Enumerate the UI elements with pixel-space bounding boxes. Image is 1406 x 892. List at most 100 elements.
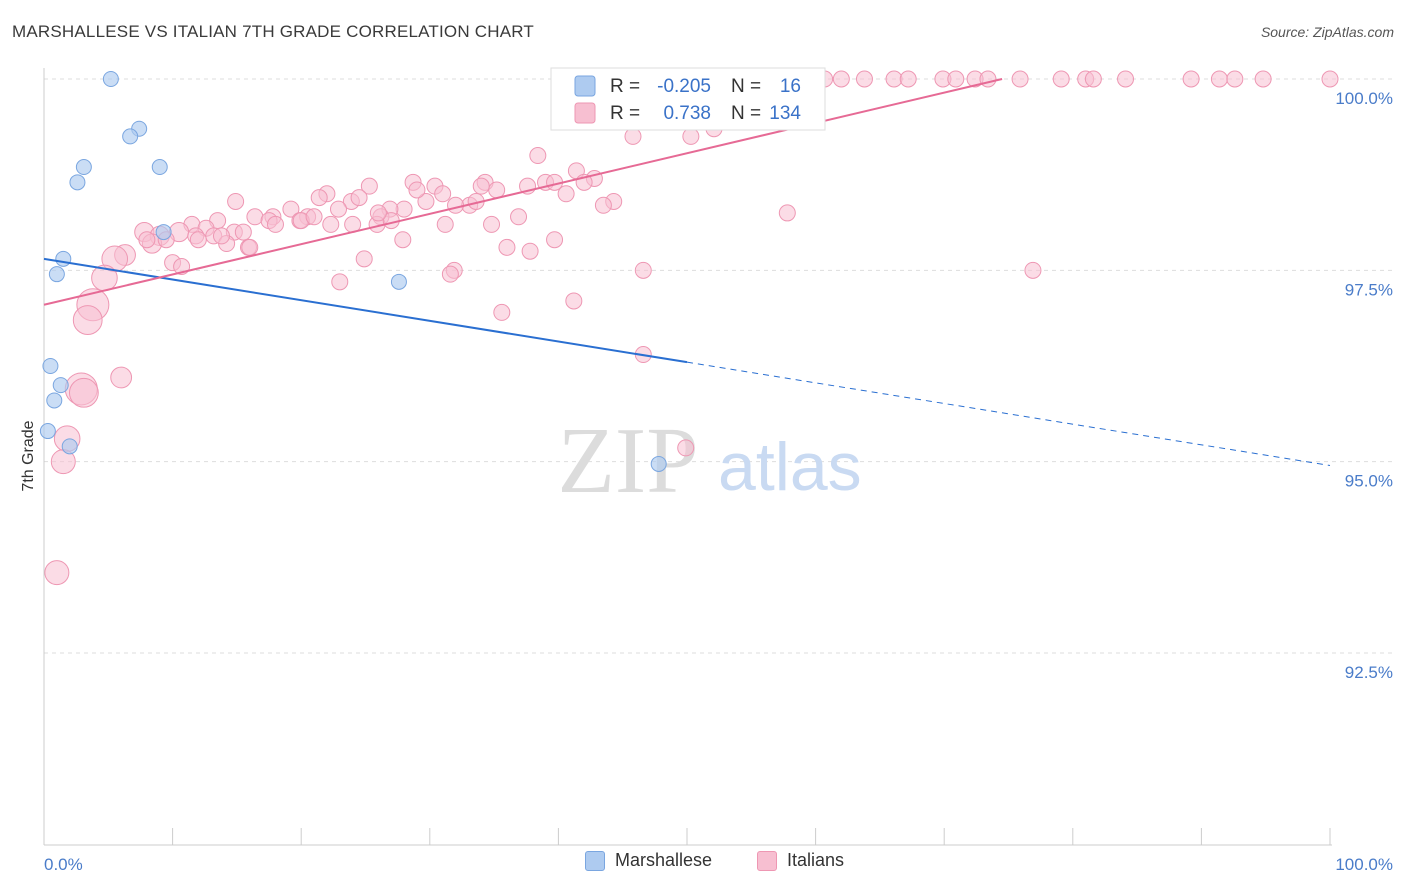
italians-point — [72, 305, 103, 335]
italians-point — [1117, 70, 1135, 88]
italians-point — [441, 265, 459, 283]
italians-point — [885, 70, 903, 88]
stats-legend: R = -0.205 N = 16 R = 0.738 N = 134 — [550, 67, 826, 131]
italians-point — [1182, 70, 1200, 88]
legend-r-label-1: R = — [610, 76, 640, 97]
legend-item-marshallese[interactable]: Marshallese — [585, 850, 712, 871]
marshallese-point — [48, 266, 65, 283]
source-credit: Source: ZipAtlas.com — [1260, 24, 1394, 40]
italians-point — [498, 238, 516, 256]
legend-item-italians[interactable]: Italians — [757, 850, 844, 871]
italians-point — [408, 181, 426, 199]
italians-point — [369, 204, 387, 222]
italians-point — [594, 196, 612, 214]
x-tick-label: 0.0% — [44, 855, 83, 874]
legend-swatch-italians-bottom — [757, 850, 777, 871]
legend-r-value-1: -0.205 — [657, 76, 711, 97]
y-tick-label: 95.0% — [1345, 472, 1393, 491]
italians-point — [417, 192, 435, 210]
italians-point — [138, 231, 156, 249]
legend-r-label-2: R = — [610, 103, 640, 124]
legend-n-value-1: 16 — [780, 76, 801, 97]
watermark: ZIP atlas — [558, 409, 862, 513]
italians-point — [246, 208, 264, 226]
marshallese-point — [155, 224, 172, 241]
marshallese-point — [61, 438, 78, 455]
italians-point — [488, 181, 506, 199]
y-tick-label: 92.5% — [1345, 663, 1393, 682]
italians-point — [483, 215, 501, 233]
y-tick-labels: 92.5% 95.0% 97.5% 100.0% — [1335, 89, 1393, 682]
italians-point — [447, 196, 465, 214]
axes — [43, 68, 1332, 846]
marshallese-point — [102, 71, 119, 87]
legend-swatch-marshallese — [574, 75, 596, 97]
italians-point — [436, 215, 454, 233]
marshallese-point — [650, 455, 667, 472]
x-tick-labels: 0.0% 100.0% — [44, 855, 1393, 874]
italians-point — [1210, 70, 1228, 88]
marshallese-point — [75, 159, 92, 176]
italians-point — [434, 185, 452, 203]
marshallese-point — [151, 159, 168, 176]
italians-point — [899, 70, 917, 88]
italians-point — [189, 231, 207, 249]
x-tick-label: 100.0% — [1335, 855, 1393, 874]
italians-point — [360, 177, 378, 195]
marshallese-point — [52, 377, 69, 394]
italians-point — [557, 185, 575, 203]
marshallese-point — [39, 423, 56, 440]
italians-point — [355, 250, 373, 268]
italians-point — [565, 292, 583, 310]
italians-point — [266, 215, 284, 233]
marshallese-point — [46, 392, 63, 409]
y-tick-label: 97.5% — [1345, 280, 1393, 299]
italians-point — [310, 189, 328, 207]
gridlines — [44, 78, 1395, 654]
italians-point — [624, 127, 642, 145]
italians-point — [546, 231, 564, 249]
italians-point — [241, 238, 259, 256]
marshallese-points — [39, 71, 667, 472]
italians-point — [1254, 70, 1272, 88]
italians-point — [1052, 70, 1070, 88]
italians-point — [322, 215, 340, 233]
italians-point — [1024, 261, 1042, 279]
marshallese-trend-line — [43, 257, 688, 364]
marshallese-point — [55, 250, 72, 267]
y-axis-title: 7th Grade — [20, 420, 37, 491]
italians-point — [832, 70, 850, 88]
chart-title: MARSHALLESE VS ITALIAN 7TH GRADE CORRELA… — [12, 22, 535, 41]
italians-point — [855, 70, 873, 88]
italians-trend-line — [43, 78, 1003, 306]
marshallese-point — [42, 358, 59, 374]
italians-point — [329, 200, 347, 218]
italians-point — [510, 208, 528, 226]
legend-n-label-1: N = — [731, 76, 761, 97]
watermark-zip: ZIP — [558, 409, 699, 513]
italians-point — [44, 560, 70, 586]
legend-r-value-2: 0.738 — [663, 103, 711, 124]
italians-point — [778, 204, 796, 222]
marshallese-point — [122, 128, 139, 145]
italians-point — [947, 70, 965, 88]
italians-point — [472, 177, 490, 195]
marshallese-point — [69, 174, 86, 191]
marshallese-point — [390, 273, 407, 290]
legend-swatch-italians — [574, 102, 596, 124]
y-tick-label: 100.0% — [1335, 89, 1393, 108]
italians-point — [1011, 70, 1029, 88]
legend-box-frame — [550, 67, 826, 131]
watermark-atlas: atlas — [718, 429, 862, 505]
italians-point — [493, 303, 511, 321]
legend-n-label-2: N = — [731, 103, 761, 124]
italians-point — [331, 273, 349, 291]
legend-swatch-marshallese-bottom — [585, 850, 605, 871]
italians-point — [1321, 70, 1339, 88]
legend-n-value-2: 134 — [769, 103, 801, 124]
italians-point — [634, 261, 652, 279]
italians-point — [68, 377, 99, 408]
italians-point — [234, 223, 252, 241]
italians-point — [395, 200, 413, 218]
italians-point — [394, 231, 412, 249]
